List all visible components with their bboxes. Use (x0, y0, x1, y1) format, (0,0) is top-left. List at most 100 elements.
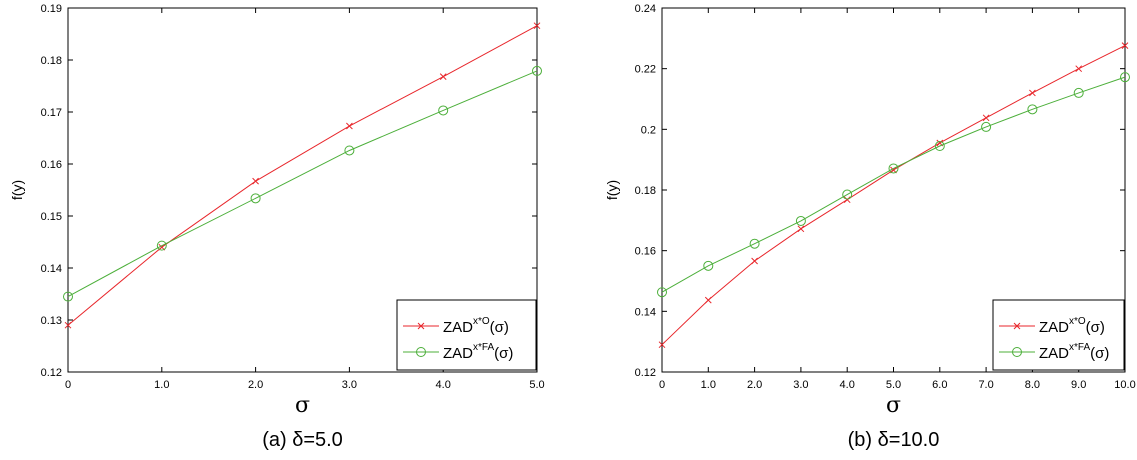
data-point-x-marker (1121, 42, 1129, 49)
legend-circle-marker (416, 347, 426, 357)
y-tick-label: 0.12 (41, 367, 62, 379)
y-tick-label: 0.13 (41, 315, 62, 327)
legend-name-suffix: (σ) (1086, 319, 1105, 336)
data-point-circle-marker (1120, 72, 1130, 83)
y-tick-label: 0.22 (635, 64, 656, 76)
data-point-circle-marker (1073, 87, 1084, 98)
legend-name: ZAD (443, 345, 473, 362)
data-point-x-marker (843, 196, 851, 204)
y-axis-label: f(y) (9, 180, 25, 200)
data-point-x-marker (797, 225, 805, 233)
x-tick-label: 6.0 (932, 379, 947, 391)
legend-name-suffix: (σ) (490, 319, 509, 336)
data-point-x-marker (1029, 89, 1036, 97)
data-point-circle-marker (888, 163, 899, 174)
data-point-x-marker (439, 73, 447, 80)
data-point-x-marker (533, 22, 541, 30)
legend-label: ZADx*O(σ) (443, 316, 509, 336)
y-tick-label: 0.14 (635, 306, 656, 318)
chart-panel-a: 0 1.0 2.0 3.0 4.0 5.0 0.12 0.13 0.14 0.15 0.16 0.17… (9, 3, 545, 451)
y-tick-label: 0.18 (41, 55, 62, 67)
y-tick-label: 0.17 (41, 107, 62, 119)
legend-name-superscript: x*FA (1069, 342, 1090, 353)
data-point-circle-marker (981, 121, 992, 132)
x-tick-label: 0 (659, 379, 665, 391)
legend-label: ZADx*FA(σ) (1039, 342, 1109, 362)
legend: ZADx*O(σ)ZADx*FA(σ) (396, 299, 537, 371)
legend-label: ZADx*FA(σ) (443, 342, 513, 362)
data-point-circle-marker (842, 189, 853, 200)
data-point-x-marker (1075, 65, 1083, 73)
x-tick-label: 2.0 (747, 379, 762, 391)
series-line-fa (661, 76, 1126, 293)
y-tick-label: 0.2 (641, 124, 656, 136)
data-point-x-marker (252, 177, 259, 185)
y-tick-label: 0.15 (41, 211, 62, 223)
data-point-circle-marker (934, 141, 945, 152)
x-tick-label: 0 (65, 379, 71, 391)
data-point-circle-marker (1027, 104, 1038, 115)
x-axis-label: σ (886, 393, 901, 418)
y-tick-label: 0.24 (635, 3, 656, 15)
legend-circle-marker (1012, 347, 1022, 357)
data-point-circle-marker (63, 291, 73, 302)
legend-box (396, 299, 537, 371)
axes-frame (67, 7, 538, 373)
data-point-circle-marker (795, 215, 806, 226)
data-point-circle-marker (344, 145, 355, 156)
x-tick-label: 4.0 (840, 379, 855, 391)
x-tick-label: 8.0 (1025, 379, 1040, 391)
panel-caption: (b) δ=10.0 (848, 429, 940, 451)
y-tick-label: 0.14 (41, 263, 62, 275)
legend-name: ZAD (443, 319, 473, 336)
legend-name-superscript: x*FA (473, 342, 494, 353)
y-tick-label: 0.19 (41, 3, 62, 15)
y-axis-label: f(y) (604, 180, 620, 200)
data-point-x-marker (158, 243, 166, 251)
y-tick-label: 0.12 (635, 367, 656, 379)
x-tick-label: 9.0 (1071, 379, 1086, 391)
y-tick-label: 0.18 (635, 185, 656, 197)
x-tick-label: 1.0 (701, 379, 716, 391)
x-tick-label: 2.0 (248, 379, 263, 391)
x-axis-label: σ (295, 393, 310, 418)
data-point-circle-marker (438, 105, 449, 116)
legend-x-marker (417, 322, 425, 330)
legend-label: ZADx*O(σ) (1039, 316, 1105, 336)
data-point-circle-marker (250, 193, 261, 204)
chart-panel-b: 0 1.0 2.0 3.0 4.0 5.0 6.0 7.0 8.0 9.0 10.0 0.12 0.14… (604, 3, 1136, 451)
data-point-circle-marker (657, 287, 667, 298)
legend-x-marker (1013, 322, 1021, 330)
legend-name-superscript: x*O (1069, 316, 1086, 327)
data-point-x-marker (704, 296, 712, 304)
data-point-circle-marker (749, 238, 760, 249)
legend-name-suffix: (σ) (1090, 345, 1109, 362)
legend-name: ZAD (1039, 319, 1069, 336)
x-tick-label: 10.0 (1114, 379, 1135, 391)
series-line-opt (67, 25, 538, 326)
legend-name-suffix: (σ) (494, 345, 513, 362)
data-point-x-marker (64, 321, 72, 329)
legend: ZADx*O(σ)ZADx*FA(σ) (992, 299, 1125, 371)
x-tick-label: 4.0 (436, 379, 451, 391)
legend-box (992, 299, 1125, 371)
legend-name-superscript: x*O (473, 316, 490, 327)
data-point-x-marker (658, 341, 666, 349)
y-tick-label: 0.16 (635, 246, 656, 258)
x-tick-label: 3.0 (342, 379, 357, 391)
x-tick-label: 7.0 (978, 379, 993, 391)
data-point-circle-marker (532, 65, 542, 76)
data-point-circle-marker (156, 240, 167, 251)
y-tick-label: 0.16 (41, 159, 62, 171)
legend-name: ZAD (1039, 345, 1069, 362)
series-line-fa (67, 70, 538, 298)
x-tick-label: 3.0 (793, 379, 808, 391)
panel-caption: (a) δ=5.0 (262, 429, 343, 451)
data-point-x-marker (751, 257, 758, 265)
data-point-x-marker (982, 114, 990, 122)
data-point-x-marker (346, 122, 353, 130)
x-tick-label: 5.0 (886, 379, 901, 391)
data-point-circle-marker (703, 260, 714, 271)
x-tick-label: 5.0 (529, 379, 544, 391)
